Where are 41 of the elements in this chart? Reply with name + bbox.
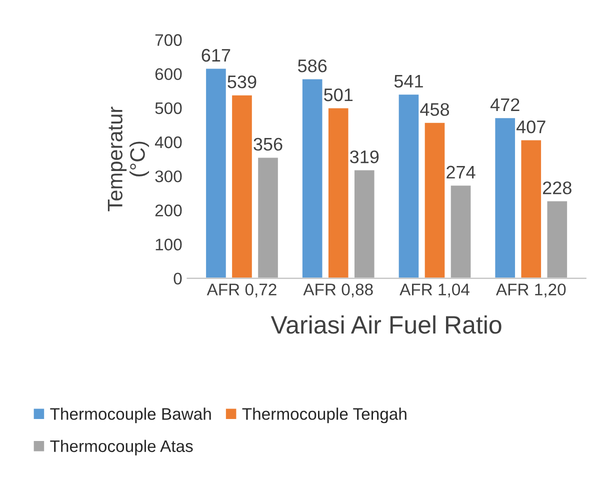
- data-label: 586: [298, 59, 327, 72]
- data-label: 319: [350, 150, 379, 164]
- bar: [423, 122, 446, 278]
- bar: [494, 116, 516, 278]
- x-tick-label: AFR 1,04: [400, 284, 470, 298]
- data-label: 356: [254, 138, 282, 151]
- x-tick-label: AFR 0,72: [206, 284, 276, 298]
- bar: [353, 168, 376, 278]
- x-axis-title: Variasi Air Fuel Ratio: [270, 315, 502, 334]
- bar: [397, 93, 420, 278]
- data-label: 274: [446, 166, 476, 178]
- data-label: 539: [228, 75, 256, 88]
- y-tick-label: 600: [155, 68, 182, 80]
- bar: [520, 138, 542, 278]
- legend-label: Thermocouple Bawah: [50, 408, 211, 424]
- y-tick-label: 200: [155, 204, 182, 216]
- bar: [327, 106, 350, 278]
- bar: [204, 67, 228, 278]
- data-label: 617: [202, 48, 230, 62]
- bar: [230, 94, 254, 278]
- y-tick-label: 0: [174, 272, 182, 285]
- bar: [546, 200, 568, 278]
- y-tick-label: 100: [156, 238, 182, 250]
- data-label: 472: [490, 98, 520, 111]
- bar: [256, 156, 280, 278]
- bar: [301, 78, 324, 278]
- legend-label: Thermocouple Atas: [50, 440, 193, 456]
- x-tick-label: AFR 1,20: [496, 284, 566, 298]
- data-label: 501: [324, 88, 353, 102]
- data-label: 228: [543, 181, 572, 194]
- bar: [449, 184, 472, 278]
- y-tick-label: 400: [154, 136, 182, 148]
- data-label: 407: [516, 120, 546, 134]
- y-tick-label: 700: [155, 34, 182, 46]
- data-label: 541: [394, 75, 423, 88]
- x-tick-label: AFR 0,88: [303, 284, 373, 298]
- legend-label: Thermocouple Tengah: [242, 408, 406, 424]
- y-tick-label: 300: [155, 170, 182, 182]
- data-label: 458: [420, 103, 450, 116]
- y-axis-title: Temperatur (°C): [108, 106, 150, 212]
- y-tick-label: 500: [155, 102, 182, 114]
